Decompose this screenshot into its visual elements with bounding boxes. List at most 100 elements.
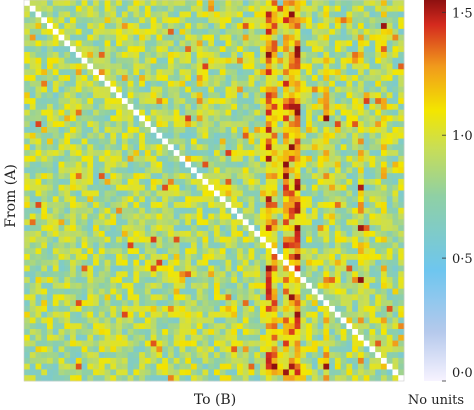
heatmap-cell (283, 23, 290, 30)
heatmap-cell (260, 207, 267, 214)
heatmap-cell (329, 127, 336, 134)
heatmap-cell (110, 248, 117, 255)
heatmap-cell (214, 127, 221, 134)
heatmap-cell (24, 225, 31, 232)
heatmap-cell (167, 5, 175, 12)
heatmap-cell (288, 271, 295, 278)
heatmap-cell (190, 282, 198, 289)
heatmap-cell (64, 115, 71, 122)
heatmap-cell (179, 167, 186, 174)
heatmap-cell (104, 317, 111, 324)
heatmap-cell (363, 375, 370, 382)
heatmap-cell (271, 161, 278, 168)
heatmap-cell (208, 98, 215, 105)
heatmap-cell (214, 138, 221, 145)
heatmap-cell (323, 363, 330, 370)
heatmap-cell (116, 277, 123, 284)
heatmap-cell (248, 98, 255, 105)
heatmap-cell (162, 178, 169, 186)
heatmap-cell (81, 271, 88, 278)
heatmap-cell (237, 329, 244, 336)
heatmap-cell (225, 69, 232, 76)
heatmap-cell (64, 144, 71, 151)
heatmap-cell (277, 5, 284, 12)
heatmap-cell (133, 346, 140, 353)
heatmap-cell (219, 219, 226, 226)
heatmap-cell (24, 103, 31, 111)
heatmap-cell (375, 121, 382, 128)
heatmap-cell (283, 155, 290, 162)
heatmap-cell (110, 196, 117, 203)
heatmap-cell (173, 173, 180, 180)
heatmap-cell (300, 323, 307, 330)
heatmap-cell (179, 265, 186, 272)
heatmap-cell (225, 311, 232, 318)
heatmap-cell (116, 75, 123, 82)
heatmap-cell (288, 40, 295, 47)
heatmap-cell (300, 86, 307, 93)
heatmap-cell (121, 34, 128, 41)
heatmap-cell (375, 92, 382, 99)
heatmap-cell (254, 311, 261, 318)
heatmap-cell (340, 352, 347, 359)
heatmap-cell (70, 69, 77, 76)
heatmap-cell (127, 86, 134, 93)
heatmap-cell (237, 311, 244, 318)
heatmap-cell (329, 323, 336, 330)
heatmap-cell (24, 329, 31, 336)
heatmap-cell (144, 190, 152, 197)
heatmap-cell (144, 40, 152, 47)
heatmap-cell (346, 86, 353, 93)
heatmap-cell (190, 317, 198, 324)
heatmap-cell (29, 0, 36, 7)
heatmap-cell (162, 98, 169, 105)
heatmap-cell (202, 300, 209, 307)
heatmap-cell (306, 294, 313, 301)
heatmap-cell (225, 352, 232, 359)
heatmap-cell (64, 334, 71, 341)
heatmap-cell (185, 144, 192, 151)
heatmap-cell (24, 213, 31, 220)
heatmap-cell (225, 363, 232, 370)
heatmap-cell (167, 202, 175, 209)
heatmap-cell (398, 294, 405, 301)
heatmap-cell (271, 144, 278, 151)
heatmap-cell (185, 75, 192, 82)
heatmap-cell (116, 317, 123, 324)
heatmap-cell (58, 340, 65, 347)
heatmap-cell (334, 75, 342, 82)
heatmap-cell (29, 317, 36, 324)
heatmap-cell (121, 57, 128, 64)
heatmap-cell (363, 317, 370, 324)
heatmap-cell (346, 98, 353, 105)
heatmap-cell (98, 57, 105, 64)
heatmap-cell (121, 46, 128, 53)
heatmap-cell (214, 248, 221, 255)
heatmap-cell (311, 40, 318, 47)
heatmap-cell (64, 23, 71, 30)
heatmap-cell (64, 248, 71, 255)
heatmap-cell (357, 161, 365, 168)
heatmap-cell (104, 63, 111, 70)
heatmap-cell (196, 17, 203, 24)
heatmap-cell (93, 202, 100, 209)
heatmap-cell (173, 375, 180, 382)
heatmap-cell (283, 346, 290, 353)
heatmap-cell (329, 202, 336, 209)
heatmap-cell (398, 11, 405, 18)
heatmap-cell (283, 63, 290, 70)
heatmap-cell (398, 0, 405, 7)
heatmap-cell (98, 213, 105, 220)
heatmap-cell (202, 103, 209, 111)
heatmap-cell (237, 5, 244, 12)
heatmap-cell (127, 0, 134, 7)
heatmap-cell (52, 305, 59, 313)
heatmap-cell (288, 23, 295, 30)
heatmap-cell (340, 98, 347, 105)
heatmap-cell (52, 334, 59, 341)
heatmap-cell (392, 63, 399, 70)
heatmap-cell (173, 184, 180, 191)
heatmap-cell (24, 340, 31, 347)
heatmap-cell (254, 369, 261, 376)
heatmap-cell (47, 190, 54, 197)
